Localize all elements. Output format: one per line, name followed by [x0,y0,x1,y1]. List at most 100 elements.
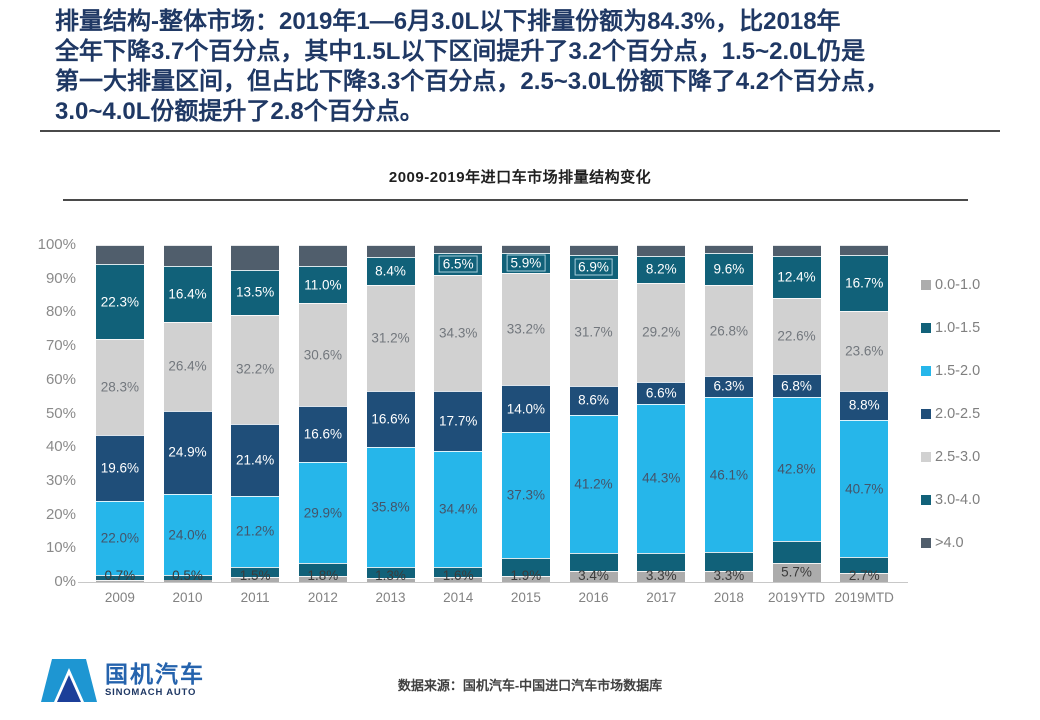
bar-segment: 8.2% [637,255,686,284]
bar-segment: 22.3% [95,264,144,340]
x-axis-label: 2009 [104,590,135,605]
legend-label: 0.0-1.0 [935,277,981,293]
bar-segment-label: 31.7% [574,324,613,340]
bar-segment: 3.3% [637,568,686,583]
bar-segment: 16.4% [163,266,212,322]
bar-segment-label: 6.3% [713,378,745,394]
bar-segment: 1.6% [434,568,483,583]
legend-swatch [921,280,931,290]
company-logo: 国机汽车 SINOMACH AUTO [40,656,205,703]
bar-2013: 1.3% 35.8% 16.6% 31.2% 8.4% [366,245,415,583]
bar-slot: 1.8% 29.9% 16.6% 30.6% 11.0% [289,245,357,583]
bar-segment: 16.6% [298,406,347,463]
bar-segment-label: 9.6% [713,261,745,277]
bar-segment: 40.7% [840,420,889,558]
bar-segment-label: 22.3% [100,294,139,310]
bar-segment-label: 46.1% [709,467,749,483]
bar-segment [569,553,618,571]
legend-swatch [921,538,931,548]
bar-segment: 31.2% [366,285,415,391]
bar-segment: 31.7% [569,278,618,386]
bar-segment-label: 5.7% [781,564,812,580]
bar-segment: 1.5% [231,568,280,583]
bar-segment-label: 3.3% [645,568,677,583]
bar-segment: 12.4% [772,256,821,298]
bar-segment: 0.5% [163,568,212,583]
bar-segment: 9.6% [704,253,753,286]
bar-2018: 3.3% 46.1% 6.3% 26.8% 9.6% [704,245,753,583]
x-axis-label: 2019YTD [768,590,826,605]
bar-segment-label: 22.0% [100,530,139,546]
y-axis-tick: 0% [54,573,76,590]
sinomach-mountain-icon [41,659,97,702]
bar-segment-label: 26.4% [168,358,207,374]
bar-segment-label: 1.6% [442,568,474,583]
bar-2011: 1.5% 21.2% 21.4% 32.2% 13.5% [231,245,280,583]
bar-2019YTD: 5.7% 42.8% 6.8% 22.6% 12.4% [772,245,821,582]
bar-2015: 1.9% 37.3% 14.0% 33.2% 5.9% [501,245,550,583]
bar-segment-label: 6.5% [438,255,478,273]
bar-segment [637,245,686,256]
y-axis: 100% 90% 80% 70% 60% 50% 40% 30% 20% 10% 0% [10,236,76,590]
bar-segment: 46.1% [704,397,753,553]
bar-segment: 13.5% [231,269,280,316]
header-line-1: 排量结构-整体市场：2019年1—6月3.0L以下排量份额为84.3%，比201… [55,8,841,35]
bar-segment-label: 8.4% [375,263,406,279]
legend-label: 1.5-2.0 [935,363,981,379]
bar-segment: 2.7% [840,568,889,583]
bar-segment: 6.5% [434,253,483,276]
bar-segment [501,245,550,254]
bar-segment [298,563,347,576]
bar-segment [772,245,821,257]
legend-item: 1.5-2.0 [921,363,980,379]
bar-segment: 44.3% [637,403,686,554]
bar-segment: 5.7% [772,562,821,582]
bar-segment-label: 0.7% [104,568,136,583]
plot-area: 0.7% 22.0% 19.6% 28.3% 22.3% 0.5% 24.0% 24.9% 26… [86,245,898,583]
bar-slot: 1.3% 35.8% 16.6% 31.2% 8.4% [357,245,425,583]
bar-segment-label: 2.7% [848,568,880,583]
legend-swatch [921,452,931,462]
bar-segment: 34.3% [434,275,483,391]
bar-segment: 33.2% [501,273,550,386]
legend-item: 2.0-2.5 [921,406,980,422]
bar-segment-label: 1.9% [510,568,542,583]
bar-slot: 2.7% 40.7% 8.8% 23.6% 16.7% [830,245,898,583]
chart-title: 2009-2019年进口车市场排量结构变化 [388,169,652,186]
bar-segment: 8.8% [840,390,889,421]
y-axis-tick: 90% [45,269,76,287]
bar-segment [95,245,144,265]
bar-segment-label: 34.4% [439,501,478,517]
bar-segment [772,541,821,563]
bar-segment-label: 26.8% [709,323,749,339]
logo-en-name: SINOMACH AUTO [105,686,197,698]
bar-slot: 1.9% 37.3% 14.0% 33.2% 5.9% [492,245,560,583]
data-source-caption: 数据来源：国机汽车-中国进口汽车市场数据库 [397,678,663,693]
bar-segment: 26.4% [163,321,212,411]
x-axis-label: 2019MTD [834,590,894,605]
bar-slot: 3.3% 44.3% 6.6% 29.2% 8.2% [627,245,695,583]
bar-segment: 29.9% [298,462,347,564]
bar-segment-label: 31.2% [371,330,410,346]
y-axis-tick: 80% [45,303,76,321]
bar-segment: 6.3% [704,375,753,398]
header-text: 排量结构-整体市场：2019年1—6月3.0L以下排量份额为84.3%，比201… [55,7,1015,127]
bar-segment: 22.6% [772,297,821,375]
bar-segment-label: 3.3% [713,568,745,583]
bar-segment-label: 21.2% [236,523,275,539]
x-axis-label: 2018 [713,590,744,605]
bar-slot: 0.7% 22.0% 19.6% 28.3% 22.3% [86,245,154,583]
legend-swatch [921,495,931,505]
bar-segment: 6.6% [637,381,686,404]
bar-segment-label: 19.6% [100,460,139,476]
bar-segment-label: 1.3% [375,568,406,583]
bar-slot: 1.5% 21.2% 21.4% 32.2% 13.5% [221,245,289,583]
x-axis: 2009 2010 2011 2012 2013 2014 2015 2016 2017 2018… [86,590,898,605]
bar-segment-label: 8.8% [848,397,880,413]
bar-segment [231,567,280,577]
bar-segment-label: 24.0% [168,527,207,543]
x-axis-label: 2016 [578,590,609,605]
bar-segment-label: 8.2% [645,261,677,277]
bar-segment: 41.2% [569,414,618,554]
